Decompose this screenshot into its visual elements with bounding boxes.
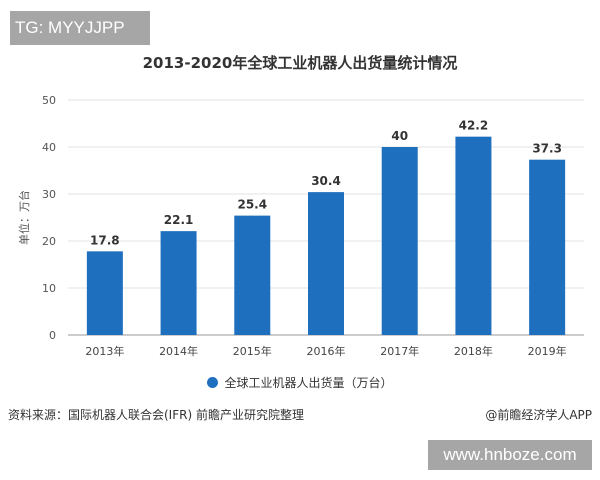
x-tick-label: 2013年	[85, 344, 124, 358]
data-label: 25.4	[237, 198, 267, 212]
bar	[381, 147, 418, 335]
x-tick-label: 2016年	[307, 344, 346, 358]
y-axis-label: 单位：万台	[17, 190, 31, 245]
x-tick-label: 2019年	[528, 344, 567, 358]
x-tick-label: 2014年	[159, 344, 198, 358]
data-label: 17.8	[90, 233, 120, 247]
credit: @前瞻经济学人APP	[485, 408, 592, 422]
data-label: 40	[391, 129, 408, 143]
source-note: 资料来源：国际机器人联合会(IFR) 前瞻产业研究院整理	[8, 408, 304, 422]
y-tick-label: 40	[42, 141, 56, 154]
legend: 全球工业机器人出货量（万台）	[0, 374, 600, 391]
x-tick-label: 2018年	[454, 344, 493, 358]
y-tick-label: 30	[42, 188, 56, 201]
data-label: 30.4	[311, 174, 341, 188]
watermark-bottom: www.hnboze.com	[428, 440, 592, 470]
y-tick-label: 50	[42, 94, 56, 107]
y-tick-label: 10	[42, 282, 56, 295]
y-tick-label: 0	[49, 329, 56, 342]
legend-marker	[207, 377, 219, 388]
x-tick-label: 2017年	[380, 344, 419, 358]
legend-label: 全球工业机器人出货量（万台）	[224, 376, 393, 390]
bar	[234, 215, 271, 335]
watermark-top: TG: MYYJJPP	[10, 11, 150, 45]
y-tick-label: 20	[42, 235, 56, 248]
bar	[160, 231, 197, 335]
bar	[308, 192, 344, 335]
x-tick-label: 2015年	[233, 344, 272, 358]
bar	[529, 159, 566, 335]
data-label: 22.1	[164, 213, 194, 227]
data-label: 37.3	[532, 142, 562, 156]
chart-title: 2013-2020年全球工业机器人出货量统计情况	[142, 54, 458, 72]
data-label: 42.2	[459, 119, 489, 133]
bar	[86, 251, 123, 335]
bar	[455, 136, 492, 335]
